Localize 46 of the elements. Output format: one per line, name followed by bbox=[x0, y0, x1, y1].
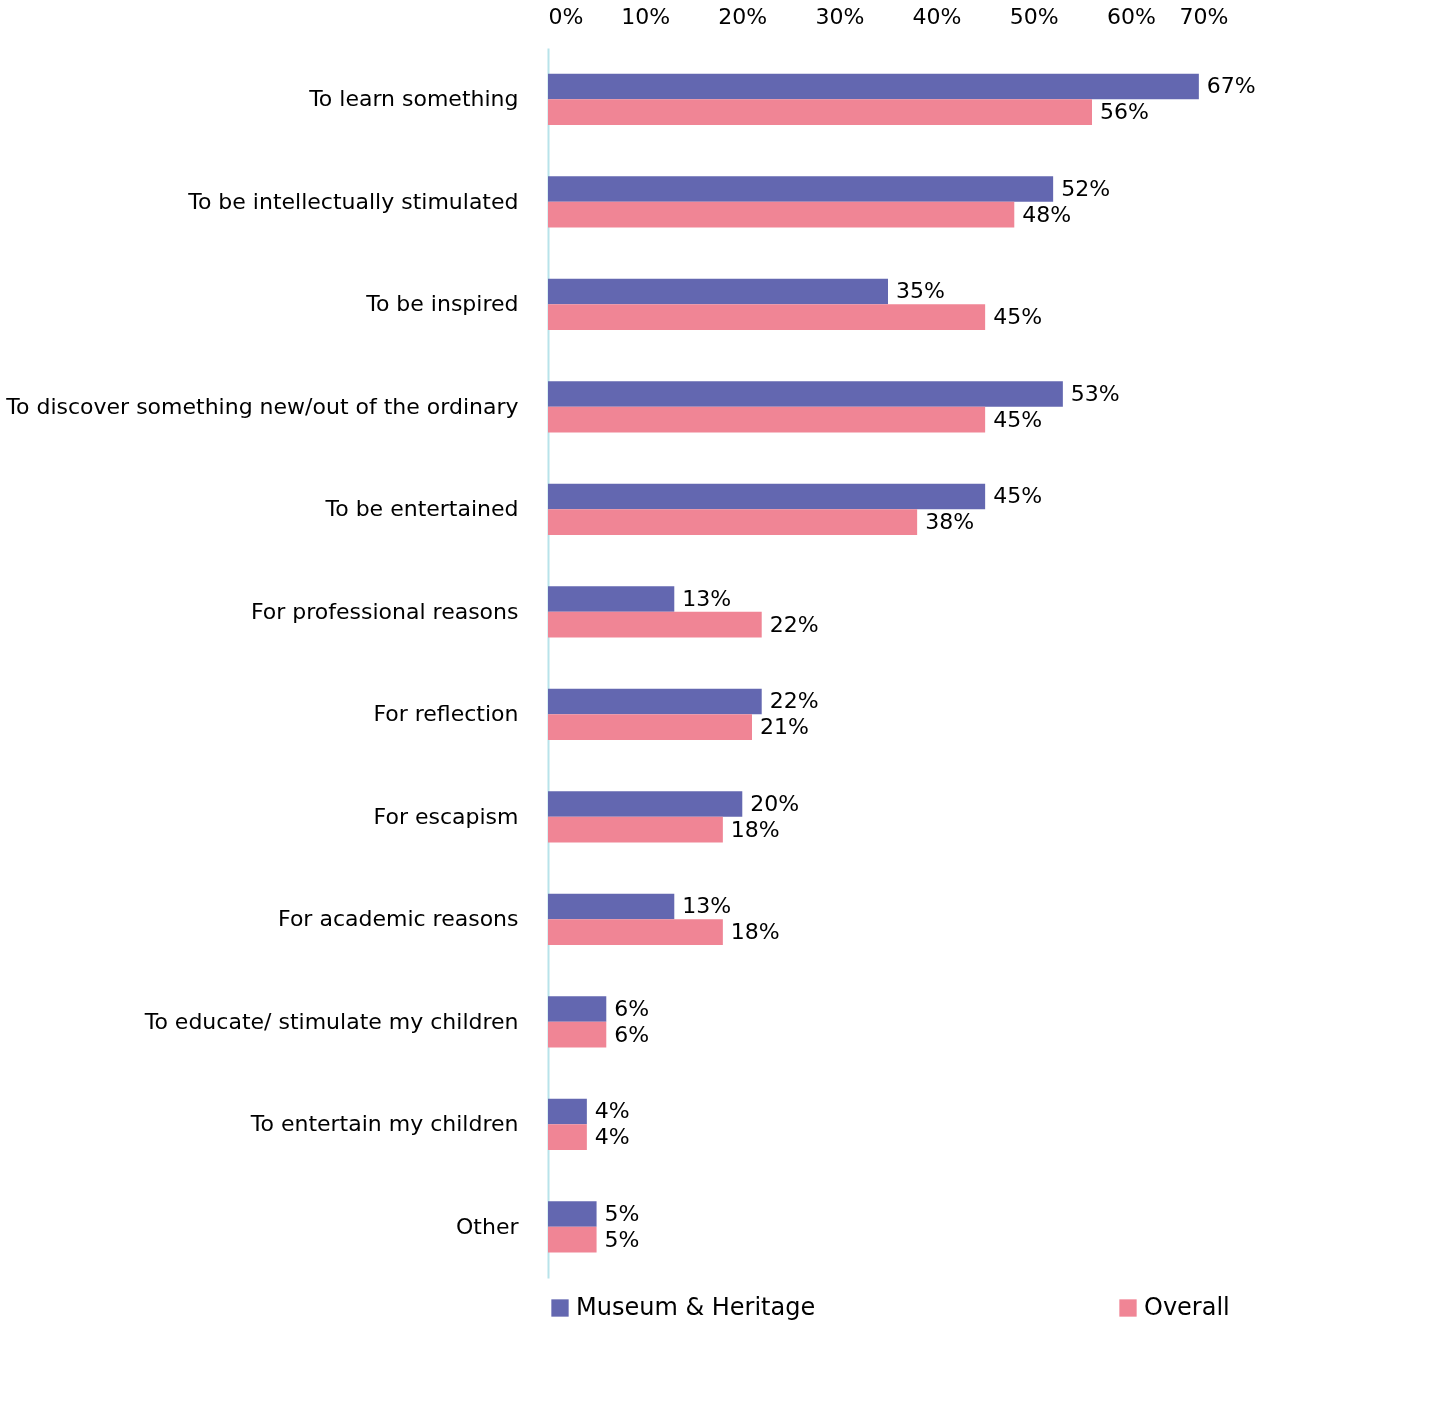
y-tick-label: To discover something new/out of the ordinary bbox=[5, 393, 519, 419]
data-label: 18% bbox=[730, 919, 780, 945]
data-label: 6% bbox=[614, 1021, 650, 1047]
data-label: 6% bbox=[614, 995, 650, 1021]
data-label: 13% bbox=[682, 893, 732, 919]
data-label: 22% bbox=[769, 688, 819, 714]
x-tick-label: 40% bbox=[912, 3, 962, 29]
data-label: 4% bbox=[594, 1098, 630, 1124]
data-label: 5% bbox=[604, 1200, 640, 1226]
data-label: 45% bbox=[993, 304, 1043, 330]
y-tick-label: To entertain my children bbox=[249, 1111, 519, 1137]
y-tick-label: To be entertained bbox=[324, 496, 519, 522]
x-tick-label: 30% bbox=[815, 3, 865, 29]
y-tick-label: To educate/ stimulate my children bbox=[143, 1008, 519, 1034]
legend-label: Overall bbox=[1144, 1293, 1230, 1321]
y-tick-label: For escapism bbox=[373, 803, 519, 829]
data-label: 67% bbox=[1206, 73, 1256, 99]
data-label: 48% bbox=[1022, 201, 1072, 227]
legend-label: Museum & Heritage bbox=[576, 1293, 816, 1321]
y-tick-label: To learn something bbox=[308, 86, 519, 112]
data-label: 53% bbox=[1070, 380, 1120, 406]
x-tick-label: 50% bbox=[1009, 3, 1059, 29]
data-label: 21% bbox=[760, 714, 809, 740]
x-tick-label: 70% bbox=[1179, 3, 1229, 29]
y-tick-label: To be inspired bbox=[365, 291, 519, 317]
x-tick-label: 0% bbox=[548, 3, 584, 29]
data-label: 4% bbox=[594, 1124, 630, 1150]
data-label: 5% bbox=[604, 1226, 640, 1252]
data-label: 45% bbox=[993, 406, 1043, 432]
data-label: 13% bbox=[682, 585, 732, 611]
y-tick-label: For professional reasons bbox=[250, 598, 519, 624]
y-tick-label: For academic reasons bbox=[278, 906, 519, 932]
data-label: 22% bbox=[769, 611, 819, 637]
y-tick-label: Other bbox=[456, 1213, 520, 1239]
y-tick-label: To be intellectually stimulated bbox=[187, 188, 519, 214]
data-label: 45% bbox=[993, 483, 1043, 509]
data-label: 18% bbox=[730, 816, 780, 842]
data-label: 20% bbox=[750, 790, 800, 816]
data-label: 38% bbox=[925, 509, 975, 535]
x-tick-label: 60% bbox=[1106, 3, 1156, 29]
x-tick-label: 10% bbox=[621, 3, 671, 29]
data-label: 35% bbox=[896, 278, 945, 304]
data-label: 56% bbox=[1100, 99, 1149, 125]
data-label: 52% bbox=[1061, 175, 1111, 201]
y-tick-label: For reflection bbox=[373, 701, 519, 727]
x-tick-label: 20% bbox=[718, 3, 768, 29]
